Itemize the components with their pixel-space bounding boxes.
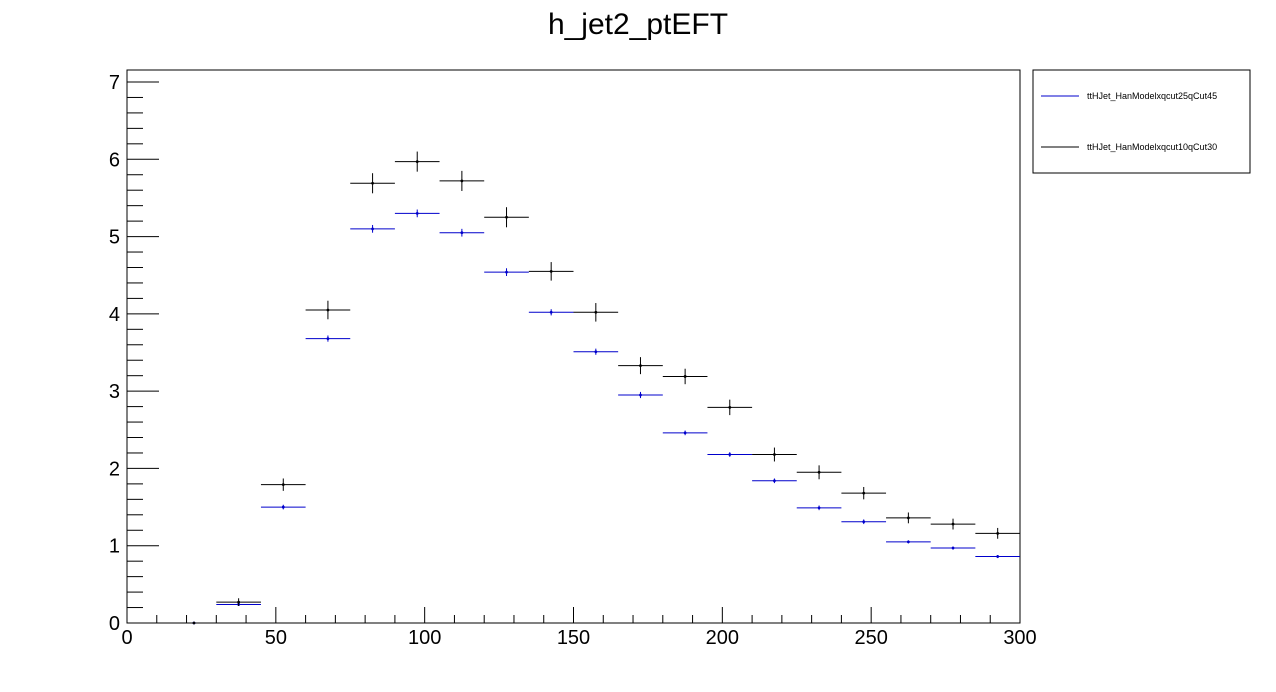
point-marker (906, 540, 910, 544)
y-tick-label: 4 (109, 304, 120, 326)
point-marker (862, 520, 866, 524)
data-point (841, 519, 887, 525)
data-point (394, 209, 440, 218)
legend-box (1032, 69, 1251, 174)
data-point (618, 391, 663, 399)
data-point (752, 447, 797, 462)
y-tick-label: 6 (109, 149, 120, 171)
x-tick-label: 0 (121, 627, 132, 649)
point-marker (281, 505, 285, 509)
y-tick-label: 0 (109, 613, 120, 635)
x-tick-label: 100 (408, 627, 441, 649)
data-point (350, 173, 395, 194)
point-marker (371, 227, 374, 231)
point-marker (505, 270, 508, 274)
data-point (573, 303, 619, 322)
data-point (930, 518, 976, 530)
point-marker (237, 600, 241, 604)
x-tick-label: 200 (706, 627, 739, 649)
data-point (662, 430, 708, 436)
point-marker (192, 621, 196, 625)
data-point (841, 486, 887, 500)
point-marker (326, 337, 330, 340)
y-tick-label: 5 (109, 227, 120, 249)
x-axis: 0 50 100 150 200 250 300 (121, 607, 1037, 649)
point-marker (951, 546, 955, 550)
data-point (573, 348, 619, 355)
data-point (707, 399, 753, 416)
legend: ttHJet_HanModelxqcut25qCut45 ttHJet_HanM… (1032, 69, 1251, 174)
point-marker (817, 506, 821, 510)
data-point (216, 598, 261, 606)
legend-entry-1: ttHJet_HanModelxqcut10qCut30 (1087, 142, 1217, 152)
point-marker (281, 483, 285, 487)
point-marker (639, 393, 642, 397)
data-point (305, 300, 351, 320)
data-point (484, 268, 529, 276)
series-1 (192, 151, 1020, 625)
x-tick-label: 150 (557, 627, 590, 649)
point-marker (505, 215, 508, 219)
point-marker (549, 310, 553, 314)
point-marker (996, 531, 1000, 535)
point-marker (594, 350, 598, 354)
point-marker (683, 431, 687, 435)
x-tick-label: 50 (265, 627, 287, 649)
data-point (662, 368, 708, 385)
point-marker (728, 453, 732, 456)
y-tick-label: 2 (109, 458, 120, 480)
data-point (439, 228, 485, 237)
data-point (484, 207, 529, 228)
data-point (350, 224, 395, 233)
point-marker (415, 211, 419, 215)
data-point (796, 465, 842, 480)
data-point (528, 262, 574, 281)
data-point (975, 554, 1020, 559)
data-point (886, 540, 931, 544)
chart-title: h_jet2_ptEFT (548, 8, 728, 41)
data-point (930, 546, 976, 550)
point-marker (996, 555, 1000, 558)
point-marker (906, 516, 910, 520)
plot-frame (126, 69, 1021, 624)
point-marker (951, 522, 955, 526)
point-marker (639, 364, 642, 368)
y-tick-label: 3 (109, 381, 120, 403)
data-point (260, 504, 306, 510)
data-point (528, 309, 574, 316)
data-point (305, 335, 351, 342)
data-point (752, 478, 797, 484)
data-point (707, 452, 753, 457)
data-point (886, 512, 931, 524)
data-point (975, 527, 1020, 539)
point-marker (683, 375, 687, 378)
data-point (192, 621, 196, 625)
legend-entry-0: ttHJet_HanModelxqcut25qCut45 (1087, 91, 1217, 101)
point-marker (862, 491, 866, 495)
point-marker (728, 405, 732, 409)
point-marker (773, 453, 776, 456)
y-tick-label: 7 (109, 72, 120, 94)
series-layer (192, 151, 1020, 625)
data-point (439, 170, 485, 191)
data-point (796, 505, 842, 511)
point-marker (460, 179, 464, 183)
point-marker (773, 479, 776, 483)
point-marker (549, 269, 553, 273)
series-0 (192, 209, 1020, 625)
y-tick-label: 1 (109, 536, 120, 558)
point-marker (326, 308, 330, 312)
x-tick-label: 300 (1003, 627, 1036, 649)
y-axis: 0 1 2 3 4 5 6 7 (109, 72, 159, 635)
point-marker (371, 181, 374, 185)
data-point (618, 357, 663, 375)
point-marker (817, 470, 821, 474)
x-tick-label: 250 (854, 627, 887, 649)
point-marker (594, 310, 598, 314)
data-point (394, 151, 440, 172)
point-marker (460, 231, 464, 235)
data-point (260, 478, 306, 491)
point-marker (415, 160, 419, 164)
